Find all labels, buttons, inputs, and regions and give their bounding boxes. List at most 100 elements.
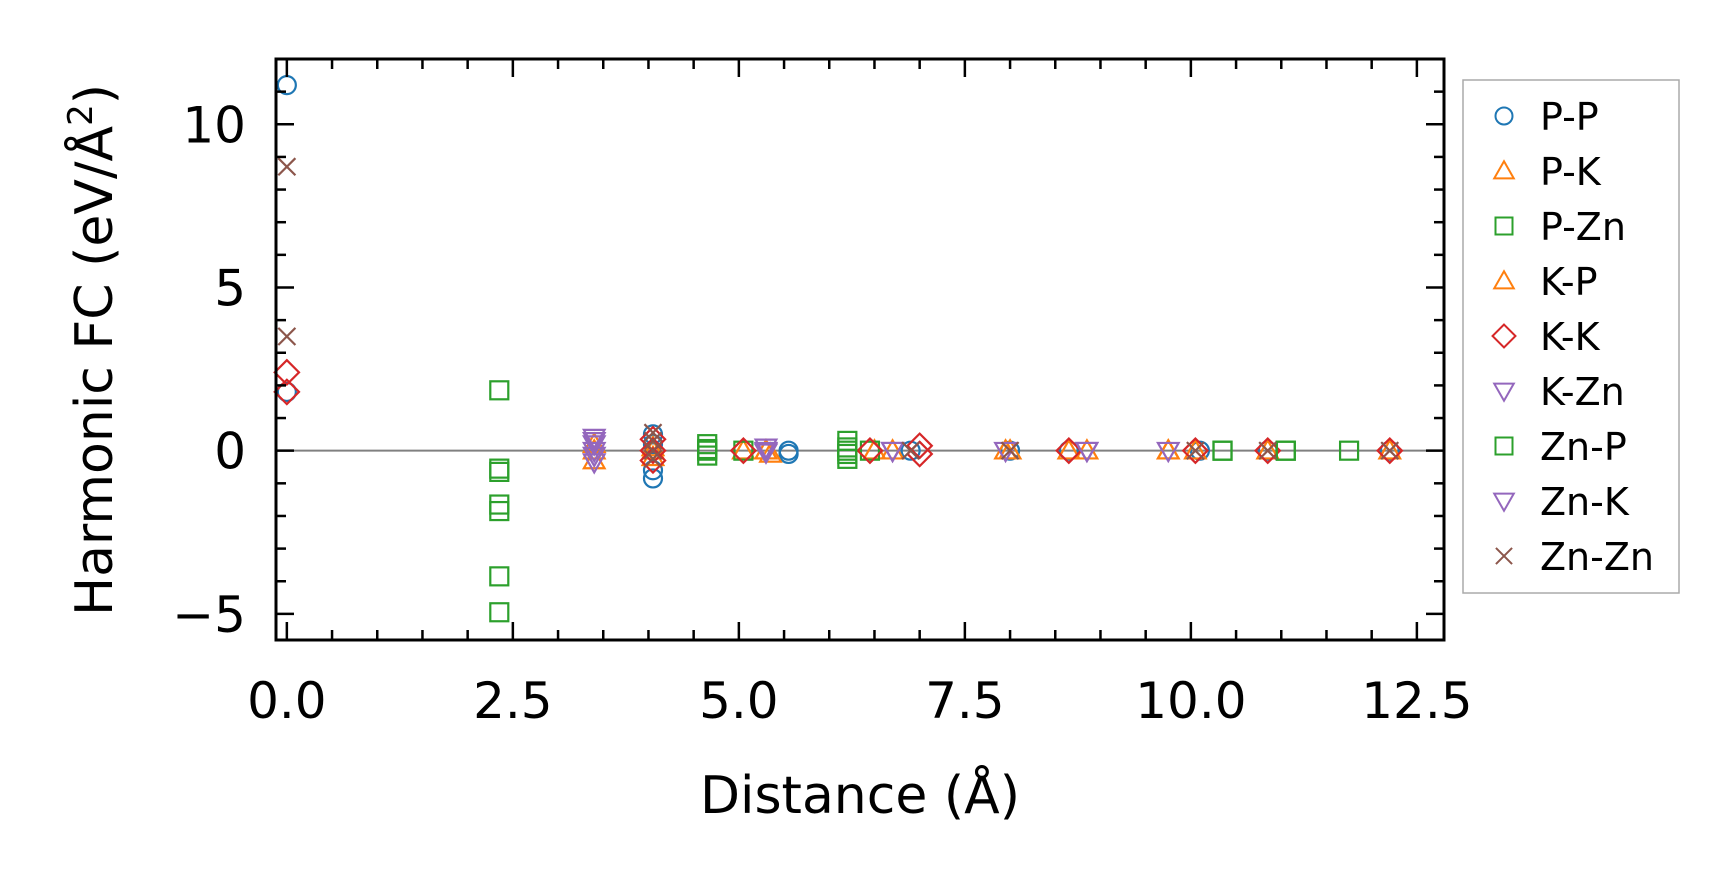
data-point <box>1255 438 1280 460</box>
legend-label: K-Zn <box>1540 370 1625 414</box>
x-tick-label: 12.5 <box>1361 672 1472 730</box>
data-point <box>581 428 607 451</box>
data-point <box>489 602 510 623</box>
series-p-p <box>276 75 1400 489</box>
data-point <box>880 441 905 464</box>
data-point <box>1212 440 1233 461</box>
x-tick-label: 5.0 <box>699 672 779 730</box>
y-tick-label: 10 <box>182 96 246 154</box>
data-point <box>642 424 664 445</box>
data-point <box>856 436 884 465</box>
legend-marker <box>1491 323 1517 349</box>
data-point <box>581 435 607 457</box>
plot-frame <box>274 57 1446 642</box>
axis-ticks <box>276 57 1444 640</box>
y-axis-label: Harmonic FC (eV/Å2) <box>61 84 125 616</box>
data-point <box>277 327 297 346</box>
data-point <box>277 157 297 177</box>
series-zn-k <box>581 432 1100 464</box>
data-point <box>880 438 905 460</box>
data-point <box>581 446 607 469</box>
data-point <box>1056 438 1082 460</box>
data-point <box>778 443 799 465</box>
legend-items: P-P P-K P-Zn K-P K-K K-Zn Zn-P Zn-K Zn-Zn <box>1491 95 1654 579</box>
data-point <box>643 441 663 461</box>
legend-marker <box>1495 547 1513 565</box>
legend-label: P-Zn <box>1540 205 1626 249</box>
legend-marker <box>1494 436 1514 456</box>
data-point <box>581 441 607 464</box>
data-point <box>1156 441 1181 464</box>
data-point <box>581 438 607 460</box>
data-point <box>1055 436 1083 465</box>
data-point <box>733 440 754 461</box>
data-point <box>1258 441 1278 461</box>
data-point <box>697 445 718 466</box>
data-point <box>642 468 664 489</box>
legend-label: Zn-Zn <box>1540 535 1654 579</box>
data-point <box>489 566 510 587</box>
data-point <box>1181 436 1210 465</box>
legend-marker <box>1492 382 1516 403</box>
data-point <box>1074 441 1100 464</box>
data-point <box>643 449 663 469</box>
y-tick-label: −5 <box>172 586 246 644</box>
y-axis-label-main: Harmonic FC (eV/Å <box>63 125 125 616</box>
data-point <box>489 500 510 522</box>
data-point <box>753 438 779 460</box>
legend-label: P-K <box>1540 150 1602 194</box>
data-point <box>643 431 663 451</box>
data-point <box>997 438 1023 460</box>
legend-marker <box>1492 269 1516 290</box>
x-tick-label: 2.5 <box>473 672 553 730</box>
legend-marker <box>1494 106 1514 126</box>
legend: P-P P-K P-Zn K-P K-K K-Zn Zn-P Zn-K Zn-Zn <box>1462 79 1680 594</box>
x-tick-label: 10.0 <box>1135 672 1246 730</box>
legend-label: Zn-K <box>1540 480 1630 524</box>
legend-label: K-P <box>1540 260 1598 304</box>
data-point <box>753 441 779 464</box>
legend-label: Zn-P <box>1540 425 1627 469</box>
y-tick-label: 0 <box>214 423 246 481</box>
data-point <box>639 446 667 475</box>
y-axis-label-end: ) <box>65 84 125 104</box>
data-point <box>643 423 663 443</box>
legend-label: K-K <box>1540 315 1601 359</box>
data-point <box>639 436 667 465</box>
x-tick-labels: 0.0 2.5 5.0 7.5 10.0 12.5 <box>247 672 1472 730</box>
data-point <box>1074 438 1100 460</box>
data-point <box>642 460 664 481</box>
series-zn-p <box>697 438 1296 461</box>
data-point <box>581 453 607 475</box>
data-point <box>276 381 297 403</box>
data-point <box>905 432 934 460</box>
data-point <box>901 441 920 461</box>
x-tick-label: 7.5 <box>925 672 1005 730</box>
data-point <box>1183 438 1208 460</box>
legend-marker <box>1492 159 1516 180</box>
data-point <box>1275 440 1296 461</box>
data-point <box>758 441 783 463</box>
data-point <box>1377 438 1403 460</box>
data-points-layer <box>273 75 1404 623</box>
data-point <box>859 440 881 461</box>
data-point <box>697 438 718 460</box>
series-p-zn <box>489 380 1360 623</box>
data-point <box>1156 438 1181 460</box>
data-point <box>1186 441 1205 461</box>
data-point <box>489 494 510 515</box>
legend-marker <box>1494 216 1514 236</box>
data-point <box>729 436 758 465</box>
data-point <box>489 461 510 483</box>
data-point <box>837 440 858 461</box>
x-tick-label: 0.0 <box>247 672 327 730</box>
data-point <box>273 358 301 387</box>
legend-box <box>1462 79 1680 594</box>
y-tick-labels: −5 0 5 10 <box>172 96 246 644</box>
series-zn-zn <box>277 157 1400 469</box>
data-point <box>731 438 756 460</box>
data-point <box>273 378 301 406</box>
data-point <box>489 380 510 401</box>
data-point <box>1000 441 1020 461</box>
